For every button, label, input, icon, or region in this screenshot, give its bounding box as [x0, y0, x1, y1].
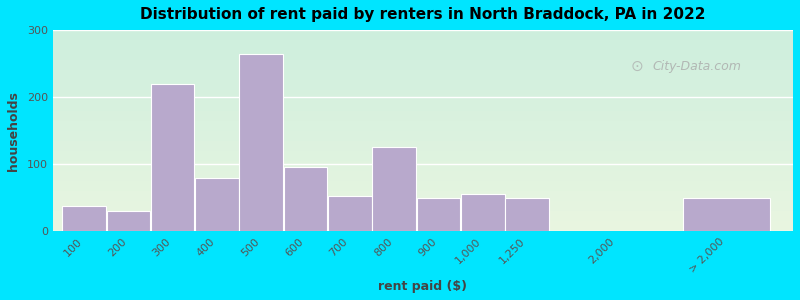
Bar — [53, 40, 793, 50]
Bar — [239, 53, 283, 231]
Bar — [53, 90, 793, 100]
Bar — [53, 100, 793, 110]
Bar — [53, 141, 793, 151]
Bar — [53, 181, 793, 191]
Text: City-Data.com: City-Data.com — [653, 60, 742, 73]
Title: Distribution of rent paid by renters in North Braddock, PA in 2022: Distribution of rent paid by renters in … — [140, 7, 706, 22]
Bar — [53, 110, 793, 121]
Bar — [53, 30, 793, 40]
Y-axis label: households: households — [7, 91, 20, 171]
Bar — [62, 206, 106, 231]
Bar — [53, 201, 793, 211]
Bar — [53, 211, 793, 221]
Bar — [417, 198, 460, 231]
Bar — [53, 151, 793, 161]
Text: ⊙: ⊙ — [630, 59, 643, 74]
Bar — [53, 121, 793, 130]
Bar — [195, 178, 238, 231]
Bar — [106, 211, 150, 231]
Bar — [53, 221, 793, 231]
X-axis label: rent paid ($): rent paid ($) — [378, 280, 467, 293]
Bar — [461, 194, 505, 231]
Bar — [151, 84, 194, 231]
Bar — [53, 130, 793, 141]
Bar — [683, 198, 770, 231]
Bar — [53, 70, 793, 80]
Bar — [328, 196, 371, 231]
Bar — [53, 171, 793, 181]
Bar — [53, 50, 793, 60]
Bar — [506, 198, 549, 231]
Bar — [284, 167, 327, 231]
Bar — [53, 191, 793, 201]
Bar — [53, 80, 793, 90]
Bar — [53, 161, 793, 171]
Bar — [373, 147, 416, 231]
Bar — [53, 60, 793, 70]
